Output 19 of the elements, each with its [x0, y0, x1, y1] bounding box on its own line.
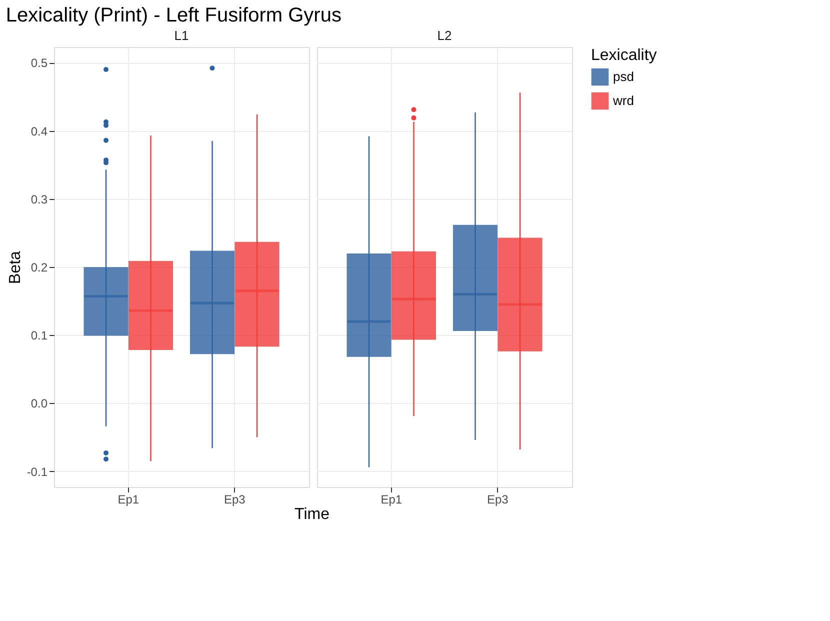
x-tick-label: Ep1: [118, 492, 140, 506]
y-tick-label: 0.5: [30, 56, 48, 70]
chart-subtitle: L1: [174, 28, 189, 43]
y-axis-title: Beta: [6, 250, 24, 284]
x-tick-label: Ep3: [224, 492, 246, 506]
legend-title: Lexicality: [591, 47, 657, 64]
x-tick-label: Ep3: [486, 492, 509, 506]
legend-label: wrd: [612, 93, 634, 108]
legend-label: psd: [613, 69, 634, 84]
chart-title: Lexicality (Print) - Left Fusiform Gyrus: [6, 4, 342, 26]
chart-subtitle: L2: [437, 28, 452, 43]
y-tick-label: 0.3: [30, 192, 48, 206]
x-axis-title: Time: [294, 506, 330, 523]
y-tick-label: 0.2: [30, 260, 48, 274]
y-tick-label: 0.0: [30, 396, 48, 411]
x-tick-label: Ep1: [380, 492, 402, 506]
y-tick-label: 0.4: [30, 124, 48, 138]
y-tick-label: -0.1: [26, 464, 48, 479]
y-tick-label: 0.1: [30, 328, 48, 343]
